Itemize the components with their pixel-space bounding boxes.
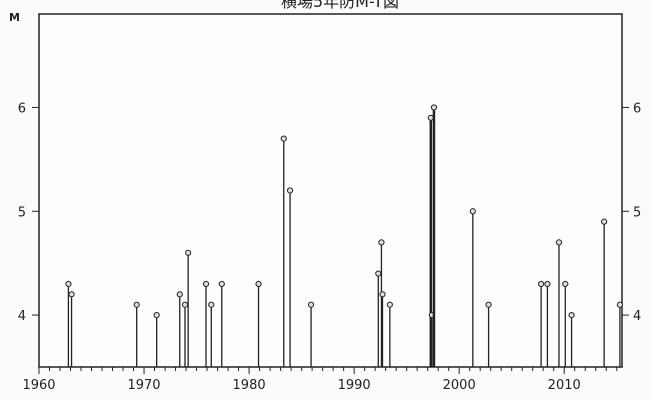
stem-marker — [255, 280, 262, 288]
stem-marker — [208, 301, 215, 308]
axis-ticks — [32, 106, 629, 374]
x-tick-label: 2010 — [548, 378, 581, 393]
stem-marker — [280, 135, 287, 142]
stem-marker — [601, 218, 608, 225]
x-tick-label: 1970 — [127, 378, 160, 393]
stem-marker — [430, 104, 438, 111]
stem-marker — [375, 270, 382, 277]
x-tick-label: 1960 — [22, 378, 55, 393]
stem-marker — [386, 301, 393, 308]
chart-title: 横場5年防M-T図 — [281, 0, 399, 11]
stem-marker — [616, 301, 623, 308]
stem-marker — [485, 301, 492, 308]
stem-marker — [568, 311, 575, 319]
stem-marker — [562, 280, 569, 288]
y-tick-label-right: 5 — [633, 205, 641, 220]
stem-marker — [185, 249, 192, 256]
stem-marker — [218, 280, 225, 288]
plot-frame — [38, 13, 623, 368]
stem-marker — [202, 280, 210, 288]
stem-marker — [176, 291, 183, 298]
stem-marker — [379, 291, 386, 298]
y-tick-label-left: 4 — [18, 309, 26, 324]
stem-marker — [555, 239, 563, 246]
stem-marker — [68, 291, 75, 298]
stem-marker — [153, 311, 160, 319]
y-tick-label-left: 5 — [18, 205, 26, 220]
stem-marker — [181, 301, 189, 308]
y-axis-label: M — [9, 11, 20, 24]
stem-marker — [65, 280, 72, 288]
y-tick-label-right: 4 — [633, 309, 641, 324]
x-tick-label: 1980 — [233, 378, 266, 393]
tick-labels: 1960 1970 1980 1990 2000 2010 4 4 5 5 6 6 — [18, 101, 642, 393]
stem-marker — [307, 301, 315, 308]
stem-marker — [133, 301, 140, 308]
stem-marker — [378, 239, 385, 246]
stem-marker — [427, 114, 434, 121]
y-tick-label-left: 6 — [18, 101, 26, 116]
y-tick-label-right: 6 — [633, 101, 641, 116]
stem-marker — [469, 208, 476, 215]
stem-marker — [286, 187, 294, 194]
data-stems — [65, 104, 623, 367]
stem-marker — [538, 280, 545, 288]
x-tick-label: 2000 — [443, 378, 476, 393]
stem-marker — [544, 280, 551, 288]
x-tick-label: 1990 — [338, 378, 371, 393]
